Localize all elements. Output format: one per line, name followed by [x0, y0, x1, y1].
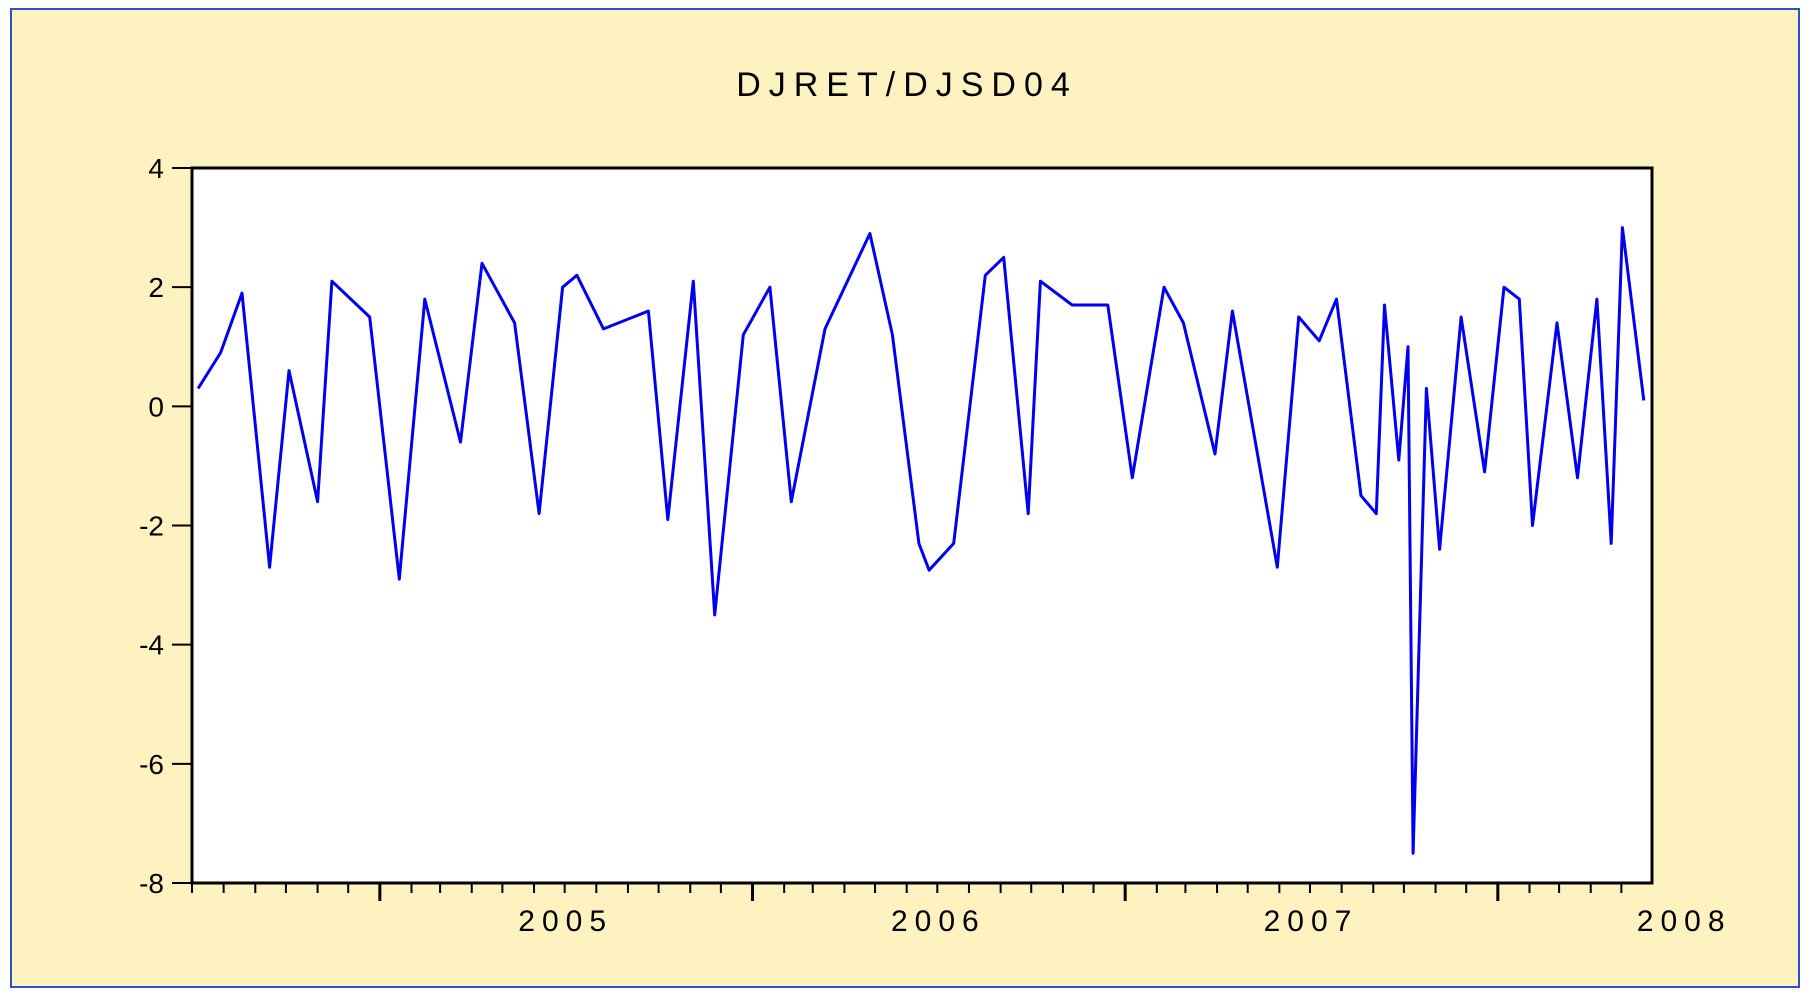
x-axis: 2005 2006 2007 2008 [191, 883, 1732, 938]
y-tick-label: -4 [139, 630, 164, 661]
y-axis: 4 2 0 -2 -4 -6 -8 [139, 153, 192, 899]
y-tick-label: -6 [139, 749, 164, 780]
y-tick-label: -8 [139, 868, 164, 899]
x-year-label: 2006 [891, 905, 986, 938]
y-tick-label: 2 [148, 272, 164, 303]
chart-title: DJRET/DJSD04 [736, 66, 1078, 104]
x-year-label: 2005 [518, 905, 613, 938]
y-tick-label: 0 [148, 391, 164, 422]
line-chart: DJRET/DJSD04 420-2-4-6-8 2005 2006 2007 200… [139, 66, 1732, 938]
x-year-label: 2008 [1637, 905, 1732, 938]
series-line [196, 226, 1646, 855]
x-year-label: 2007 [1264, 905, 1359, 938]
series-layer [196, 226, 1646, 855]
plot-area [190, 166, 1654, 885]
y-tick-label: 4 [148, 153, 164, 184]
chart-frame: DJRET/DJSD04 4 2 0 -2 -4 -6 -8 2005 2006 2007 200… [10, 8, 1800, 988]
y-tick-label: -2 [139, 511, 164, 542]
